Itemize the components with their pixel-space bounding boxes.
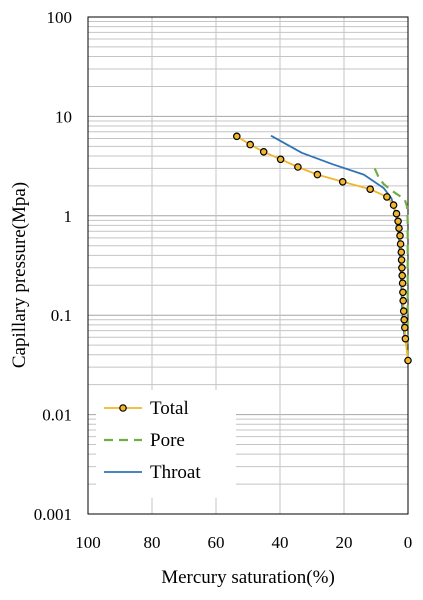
y-tick-label: 10	[55, 107, 72, 126]
y-tick-label: 100	[47, 8, 73, 27]
series-total-point	[313, 170, 322, 179]
series-total-point	[366, 185, 375, 194]
y-tick-label: 0.01	[42, 406, 72, 425]
legend-entry-throat: Throat	[104, 462, 201, 483]
series-total-point	[398, 279, 407, 288]
series-total-point	[395, 224, 403, 233]
legend-total-marker	[119, 404, 127, 412]
series-total-point	[276, 155, 285, 164]
series-pore-line	[373, 167, 409, 361]
y-axis-tick-labels: 0.001 0.01 0.1 1 10 100	[34, 8, 72, 524]
x-tick-label: 100	[75, 533, 101, 552]
series-total-point	[400, 323, 409, 332]
x-axis-title: Mercury saturation(%)	[161, 567, 335, 588]
series-total-point	[399, 288, 407, 297]
series-total-point	[338, 178, 347, 186]
series-total-point	[401, 334, 410, 343]
y-axis-title: Capillary pressure(Mpa)	[9, 182, 30, 368]
series-total-point	[399, 307, 408, 315]
legend-throat-label: Throat	[150, 462, 201, 483]
series-total-point	[383, 193, 391, 201]
series-total-point	[392, 209, 401, 218]
x-tick-label: 60	[208, 533, 225, 552]
y-tick-label: 0.001	[34, 505, 72, 524]
x-tick-label: 20	[336, 533, 353, 552]
series-total-point	[398, 263, 406, 272]
series-total-point	[294, 163, 302, 171]
y-tick-label: 1	[64, 207, 73, 226]
series-total-point	[246, 140, 255, 149]
x-tick-label: 80	[144, 533, 161, 552]
x-tick-label: 40	[272, 533, 289, 552]
series-total-point	[394, 217, 402, 226]
series-total-point	[399, 296, 408, 305]
series-total-point	[396, 231, 404, 240]
series-total-point	[397, 256, 406, 264]
series-total-point	[233, 132, 241, 141]
series-total-point	[404, 356, 412, 365]
legend: Total Pore Throat	[96, 390, 236, 498]
series-total-point	[398, 271, 407, 280]
series-total-point	[389, 201, 398, 209]
legend-total-label: Total	[150, 398, 189, 419]
y-tick-label: 0.1	[51, 306, 72, 325]
series-total-point	[397, 248, 406, 257]
series-total-point	[396, 240, 405, 248]
x-tick-label: 0	[404, 533, 413, 552]
legend-entry-pore: Pore	[104, 430, 185, 451]
series-total-point	[259, 148, 268, 156]
legend-pore-label: Pore	[150, 430, 185, 451]
series-layer	[233, 132, 412, 365]
series-total-point	[400, 315, 409, 324]
x-axis-tick-labels: 100 80 60 40 20 0	[75, 533, 412, 552]
legend-entry-total: Total	[104, 398, 189, 419]
